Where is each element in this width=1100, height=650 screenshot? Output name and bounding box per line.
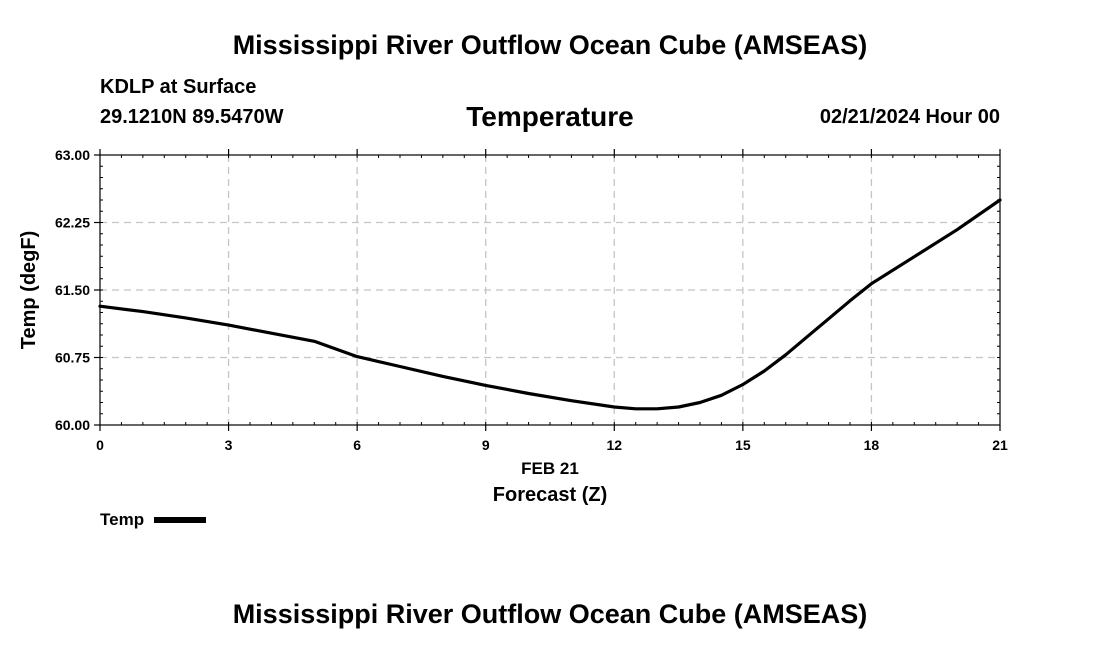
- footer-title: Mississippi River Outflow Ocean Cube (AM…: [232, 599, 868, 629]
- x-tick-label: 9: [482, 437, 490, 453]
- x-tick-label: 0: [96, 437, 104, 453]
- parameter-title: Temperature: [466, 101, 634, 132]
- tick-layer: 0 3 6 9 12 15 18 21 60.00 60.75 61.50 62.25 63.00: [55, 147, 1008, 453]
- forecast-datetime: 02/21/2024 Hour 00: [819, 106, 1000, 128]
- x-tick-label: 15: [735, 437, 751, 453]
- x-tick-label: 3: [225, 437, 233, 453]
- series-line-temp: [98, 198, 1002, 411]
- y-tick-label: 60.00: [55, 417, 90, 433]
- y-tick-label: 60.75: [55, 350, 90, 366]
- grid-layer: [100, 155, 1000, 425]
- x-tick-label: 18: [864, 437, 880, 453]
- x-axis-date-label: FEB 21: [521, 459, 579, 478]
- legend-label-temp: Temp: [100, 510, 145, 529]
- x-axis-label: Forecast (Z): [493, 484, 607, 506]
- y-tick-label: 63.00: [55, 147, 90, 163]
- x-tick-label: 12: [606, 437, 622, 453]
- station-label: KDLP at Surface: [100, 76, 257, 98]
- chart-title: Mississippi River Outflow Ocean Cube (AM…: [232, 30, 868, 60]
- x-tick-label: 21: [992, 437, 1008, 453]
- x-tick-label: 6: [353, 437, 361, 453]
- coordinates-label: 29.1210N 89.5470W: [100, 106, 284, 128]
- y-axis-label: Temp (degF): [18, 231, 40, 350]
- legend: Temp: [100, 510, 207, 530]
- y-tick-label: 62.25: [55, 215, 90, 231]
- series-layer: [98, 198, 1002, 411]
- y-tick-label: 61.50: [55, 282, 90, 298]
- legend-swatch-temp: [154, 517, 207, 523]
